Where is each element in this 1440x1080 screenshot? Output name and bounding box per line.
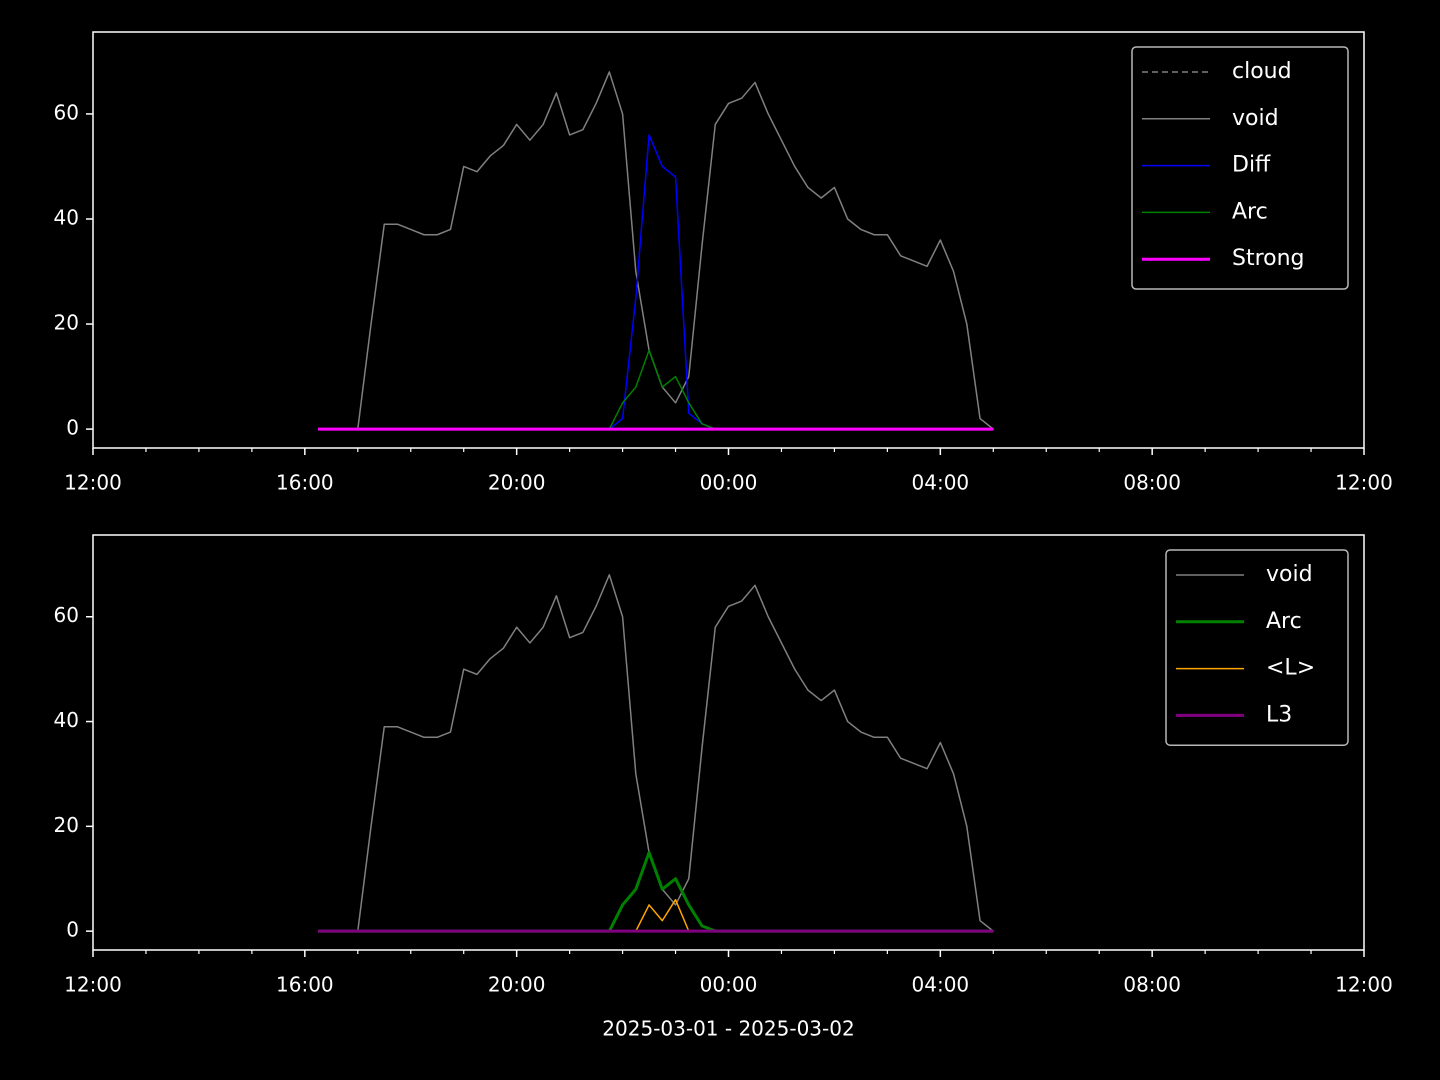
x-tick-label: 20:00: [488, 973, 546, 997]
x-tick-label: 16:00: [276, 471, 334, 495]
x-tick-label: 12:00: [1335, 471, 1393, 495]
legend-box: [1165, 549, 1349, 746]
legend-box: [1131, 46, 1349, 290]
x-tick-label: 08:00: [1123, 471, 1181, 495]
y-tick-label: 60: [54, 603, 79, 627]
legend-label: Arc: [1266, 609, 1302, 634]
x-tick-label: 16:00: [276, 973, 334, 997]
x-tick-label: 12:00: [64, 471, 122, 495]
x-tick-label: 04:00: [912, 973, 970, 997]
y-tick-label: 20: [54, 311, 79, 335]
y-tick-label: 0: [66, 416, 79, 440]
x-tick-label: 08:00: [1123, 973, 1181, 997]
x-tick-label: 12:00: [1335, 973, 1393, 997]
y-tick-label: 40: [54, 205, 79, 229]
axes-frame: [92, 31, 1365, 449]
y-tick-label: 40: [54, 708, 79, 732]
legend-label: <L>: [1266, 656, 1315, 681]
axes-frame: [92, 534, 1365, 951]
legend-label: L3: [1266, 702, 1292, 727]
x-axis-label: 2025-03-01 - 2025-03-02: [602, 1017, 854, 1041]
x-tick-label: 12:00: [64, 973, 122, 997]
y-tick-label: 60: [54, 100, 79, 124]
legend-label: cloud: [1232, 59, 1292, 84]
y-tick-label: 20: [54, 813, 79, 837]
x-tick-label: 20:00: [488, 471, 546, 495]
x-tick-label: 00:00: [700, 471, 758, 495]
legend-label: Diff: [1232, 153, 1271, 178]
y-tick-label: 0: [66, 918, 79, 942]
x-tick-label: 04:00: [912, 471, 970, 495]
legend-label: Strong: [1232, 246, 1305, 271]
legend-label: void: [1232, 106, 1279, 131]
x-tick-label: 00:00: [700, 973, 758, 997]
legend-label: Arc: [1232, 199, 1268, 224]
legend-label: void: [1266, 562, 1313, 587]
